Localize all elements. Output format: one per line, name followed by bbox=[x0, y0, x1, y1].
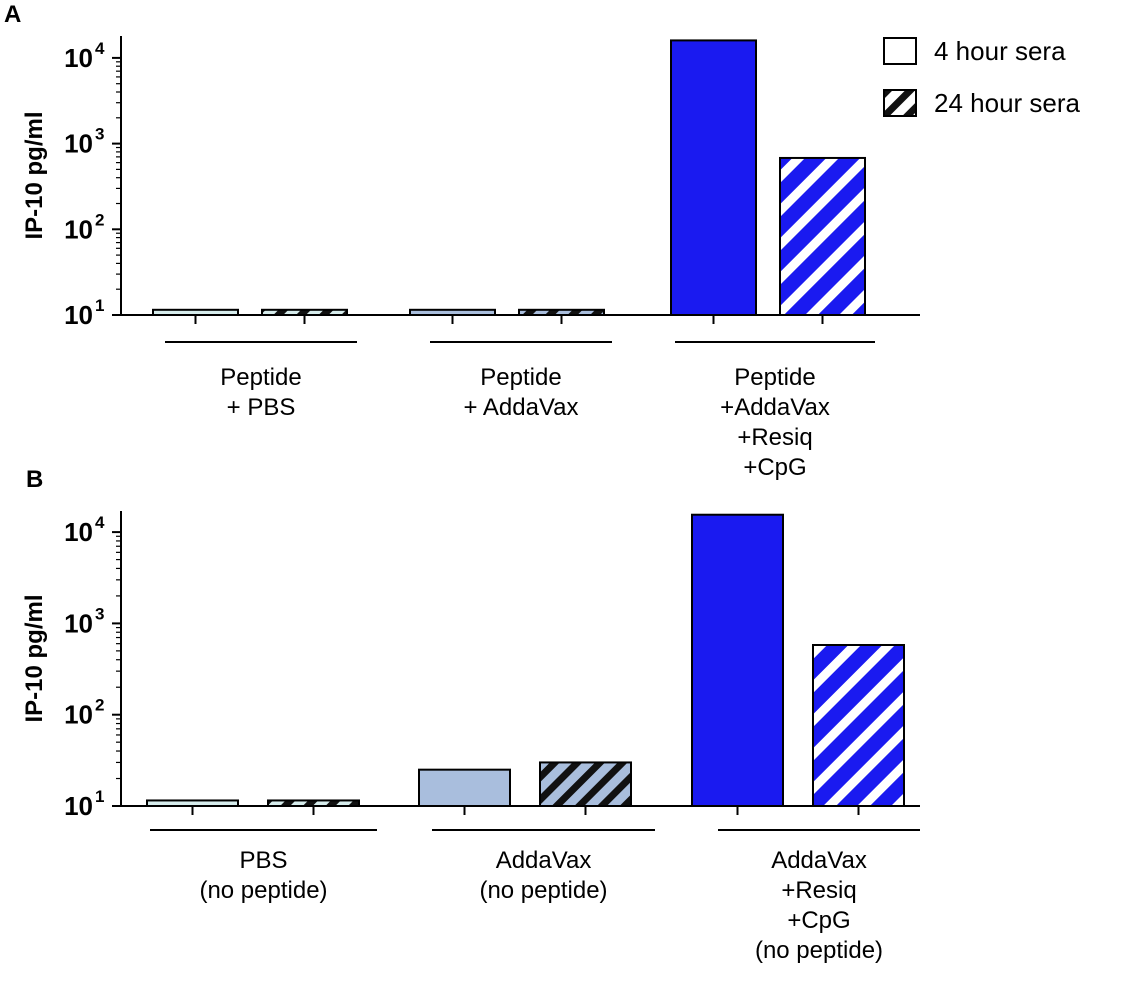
category-label: PBS (no peptide) bbox=[199, 847, 327, 904]
y-tick-label: 10 bbox=[64, 700, 93, 730]
bar-A-group2-4h bbox=[409, 308, 496, 316]
y-tick-exponent: 3 bbox=[95, 125, 104, 144]
bar-A-group1-24h bbox=[261, 308, 348, 316]
y-axis-label: IP-10 pg/ml bbox=[21, 594, 48, 722]
y-tick-exponent: 1 bbox=[95, 296, 104, 315]
category-label: AddaVax +Resiq +CpG (no peptide) bbox=[755, 847, 883, 964]
y-tick-label: 10 bbox=[64, 43, 93, 73]
y-axis-label: IP-10 pg/ml bbox=[21, 111, 48, 239]
y-tick-exponent: 1 bbox=[95, 787, 104, 806]
bar-B-group1-24h bbox=[267, 799, 360, 808]
category-label-line: + AddaVax bbox=[464, 394, 579, 421]
category-label: Peptide + AddaVax bbox=[464, 364, 579, 421]
category-label-line: AddaVax bbox=[771, 847, 867, 874]
bar-B-group2-24h bbox=[539, 761, 632, 808]
category-label-line: + PBS bbox=[227, 394, 296, 421]
y-tick-exponent: 3 bbox=[95, 604, 104, 623]
category-label-line: +Resiq bbox=[781, 877, 856, 904]
legend-swatch-solid bbox=[883, 37, 917, 65]
bar-A-group3-4h bbox=[670, 39, 757, 316]
category-label: Peptide +AddaVax +Resiq +CpG bbox=[720, 364, 830, 481]
y-tick-label: 10 bbox=[64, 791, 93, 821]
category-label-line: Peptide bbox=[220, 364, 301, 391]
legend-swatch-hatched bbox=[883, 89, 917, 117]
category-label-line: PBS bbox=[239, 847, 287, 874]
legend: 4 hour sera 24 hour sera bbox=[883, 36, 1081, 118]
panel-letter: A bbox=[4, 1, 21, 28]
bar-B-group2-4h bbox=[418, 768, 511, 808]
y-tick-label: 10 bbox=[64, 300, 93, 330]
legend-label: 4 hour sera bbox=[934, 36, 1066, 66]
category-label: Peptide + PBS bbox=[220, 364, 301, 421]
bar-A-group1-4h bbox=[152, 308, 239, 316]
bar-B-group1-4h bbox=[146, 799, 239, 808]
category-label-line: AddaVax bbox=[496, 847, 592, 874]
y-tick-label: 10 bbox=[64, 608, 93, 638]
y-tick-label: 10 bbox=[64, 214, 93, 244]
bar-B-group3-24h bbox=[812, 643, 905, 807]
category-label-line: Peptide bbox=[734, 364, 815, 391]
panel-letter: B bbox=[26, 466, 43, 493]
y-tick-label: 10 bbox=[64, 129, 93, 159]
category-label-line: +Resiq bbox=[737, 424, 812, 451]
legend-label: 24 hour sera bbox=[934, 88, 1081, 118]
category-label-line: Peptide bbox=[480, 364, 561, 391]
category-label-line: (no peptide) bbox=[199, 877, 327, 904]
category-label-line: +AddaVax bbox=[720, 394, 830, 421]
category-label-line: +CpG bbox=[787, 907, 850, 934]
y-tick-exponent: 2 bbox=[95, 696, 104, 715]
bar-A-group3-24h bbox=[779, 156, 866, 316]
category-label-line: +CpG bbox=[743, 454, 806, 481]
y-tick-label: 10 bbox=[64, 517, 93, 547]
category-label-line: (no peptide) bbox=[479, 877, 607, 904]
y-tick-exponent: 4 bbox=[95, 513, 105, 532]
category-label-line: (no peptide) bbox=[755, 937, 883, 964]
category-label: AddaVax (no peptide) bbox=[479, 847, 607, 904]
y-tick-exponent: 2 bbox=[95, 210, 104, 229]
bar-A-group2-24h bbox=[518, 308, 605, 316]
y-tick-exponent: 4 bbox=[95, 39, 105, 58]
bar-B-group3-4h bbox=[691, 513, 784, 807]
